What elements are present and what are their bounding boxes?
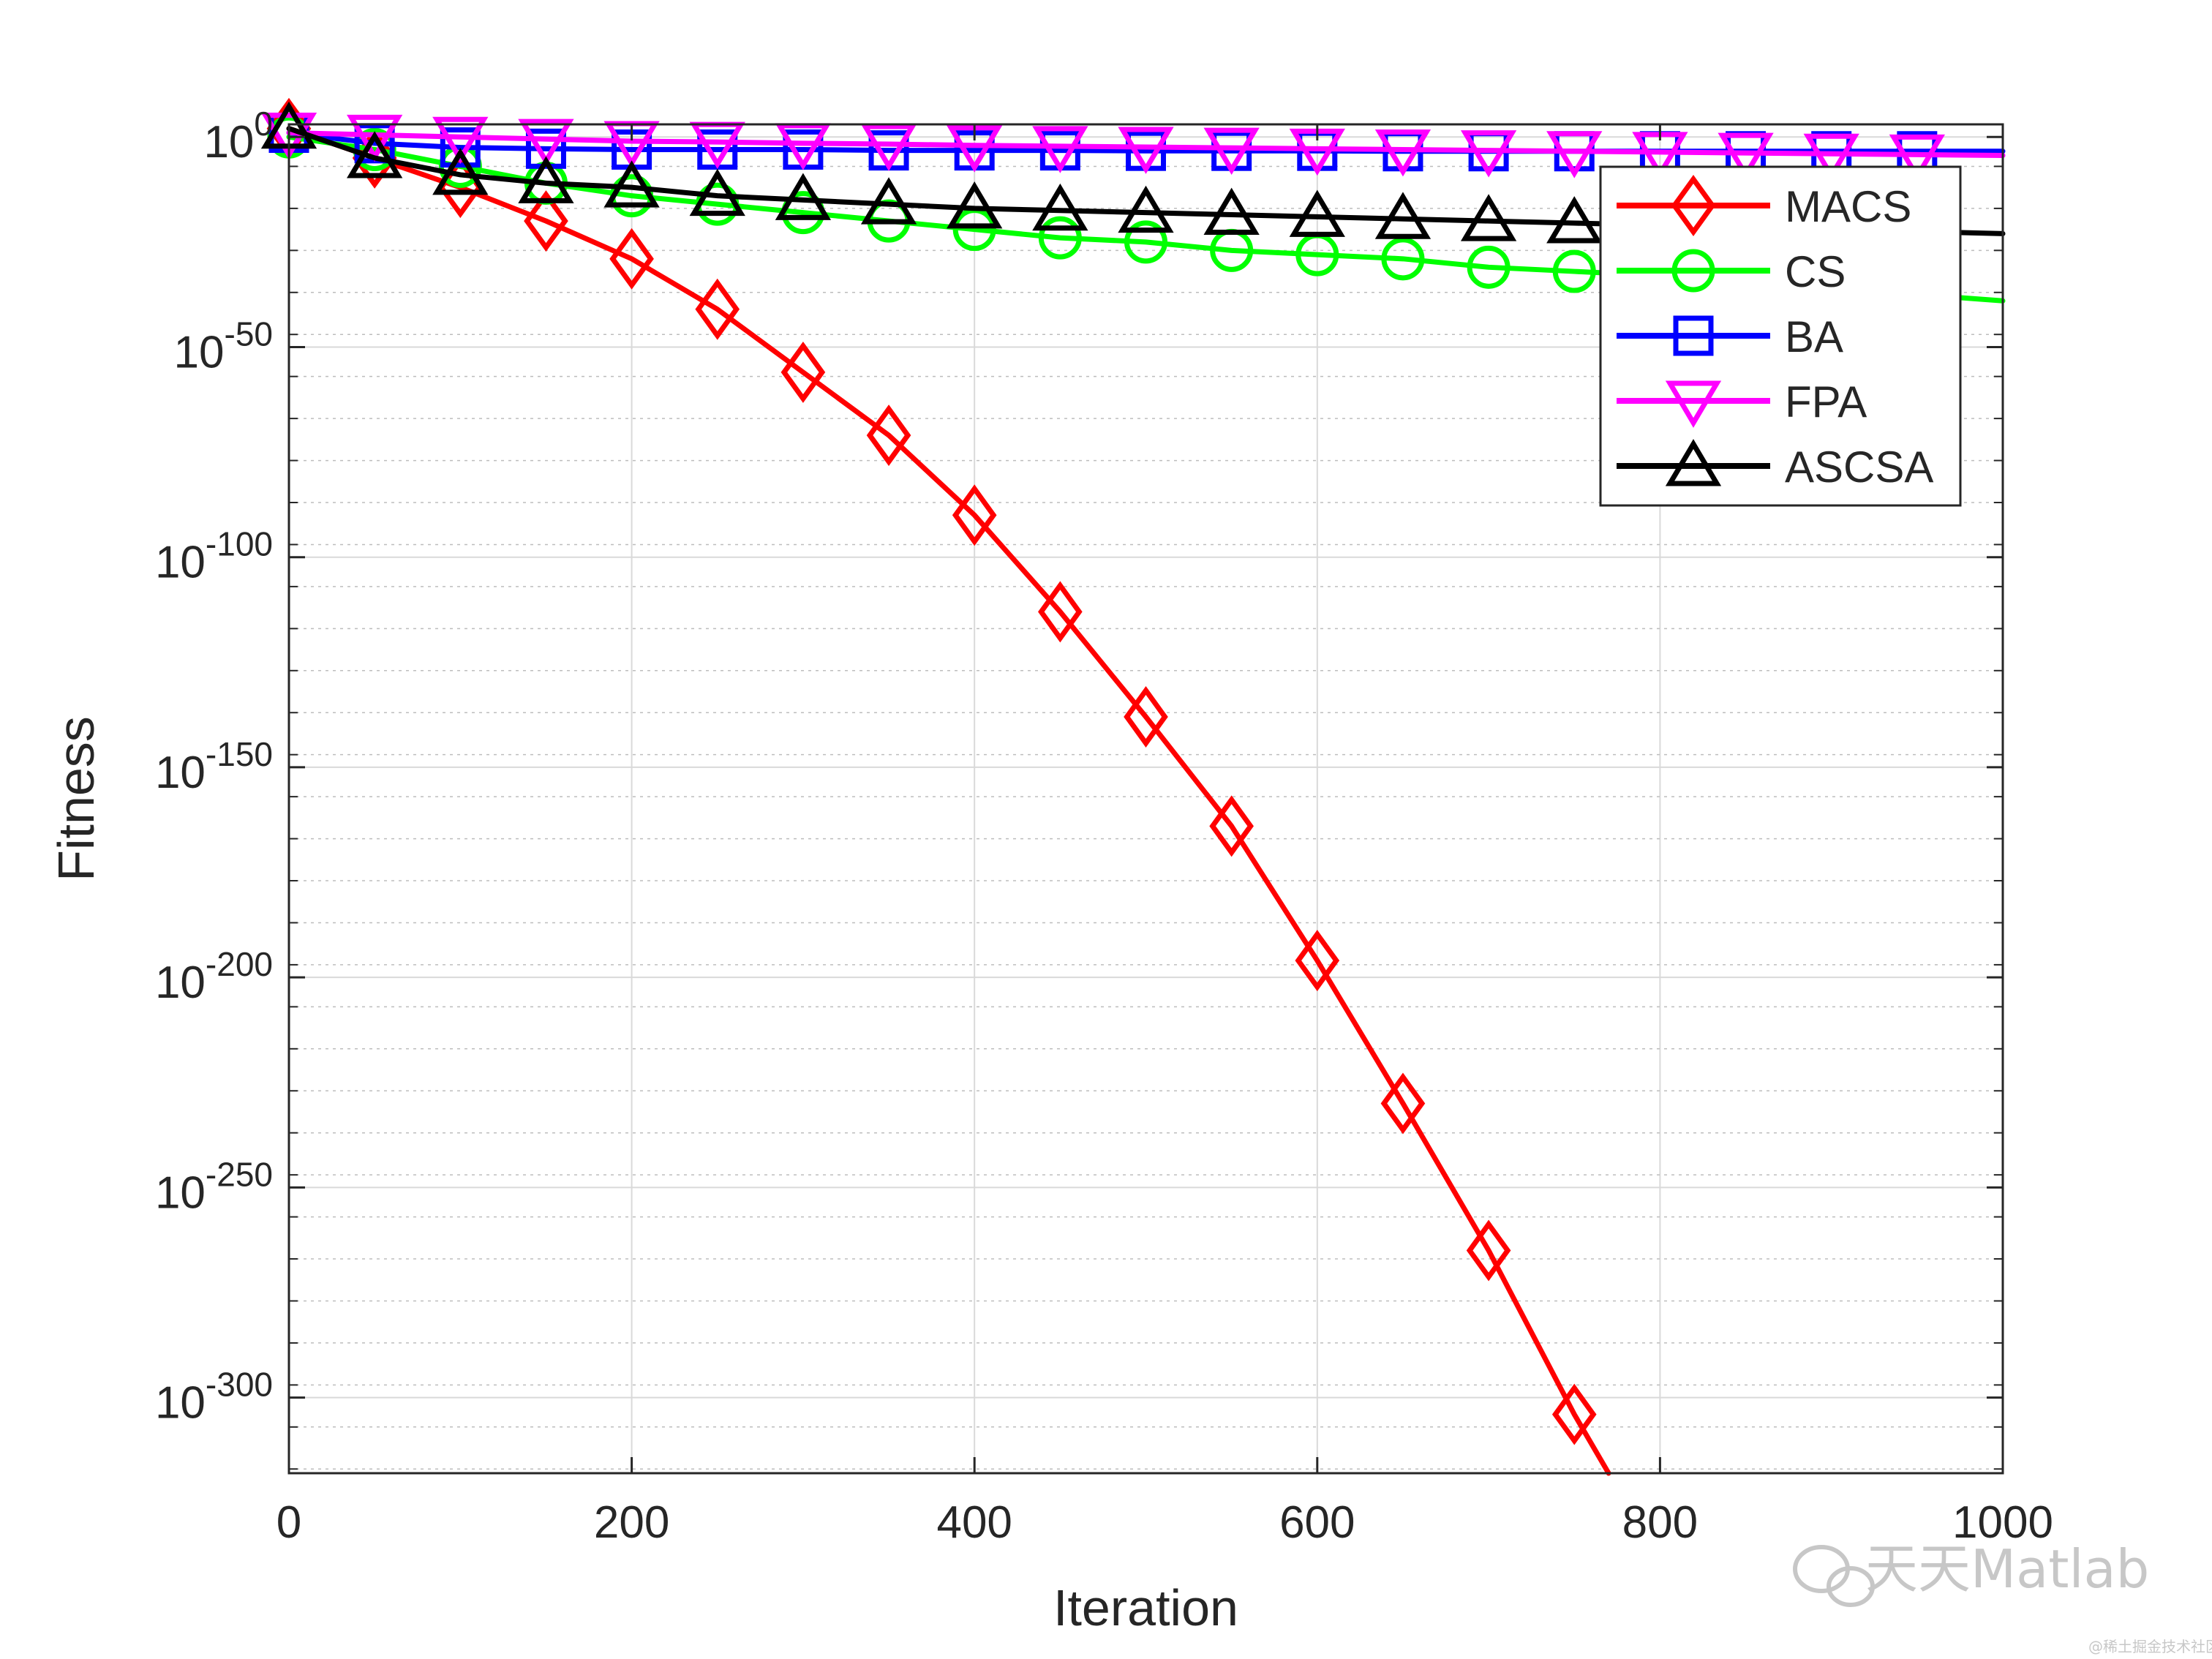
legend-label: CS [1785,247,1846,296]
data-point-macs [1209,795,1254,857]
ticks: 0 200 400 600 800 1000 100 10-50 10-100 10-150 10-… [155,105,2053,1548]
data-point-cs [1124,220,1167,264]
x-tick-label: 600 [1279,1497,1355,1548]
data-point-ascsa [947,181,1003,229]
wechat-icon [1793,1545,1875,1607]
data-point-fpa [432,116,489,165]
data-point-macs [780,341,826,403]
watermark-subtext: @稀土掘金技术社区 [2088,1638,2212,1655]
y-tick-label: 10-200 [155,945,273,1008]
data-point-macs [866,405,911,467]
x-tick-label: 0 [276,1497,301,1548]
x-tick-label: 200 [594,1497,669,1548]
data-point-fpa [775,123,832,170]
data-point-macs [1124,686,1168,748]
y-tick-label: 100 [203,105,273,168]
x-tick-label: 400 [936,1497,1012,1548]
data-point-ascsa [1203,187,1260,236]
series-line-macs [286,126,1611,1476]
data-point-fpa [1118,127,1174,174]
data-point-fpa [1803,133,1859,181]
legend-marker [1665,380,1722,428]
legend-label: MACS [1785,182,1911,231]
data-point-fpa [1374,129,1432,177]
legend-item-cs: CS [1617,247,1846,296]
y-tick-label: 10-250 [155,1155,273,1218]
x-tick-label: 800 [1622,1497,1698,1548]
data-point-macs [524,190,568,252]
data-point-ascsa [1289,189,1345,237]
legend-label: FPA [1785,377,1867,426]
data-point-fpa [1718,132,1774,180]
series-fpa [260,112,2006,182]
legend-marker [1671,175,1716,236]
data-point-macs [609,227,654,290]
legend-marker [1671,249,1715,293]
data-point-ascsa [603,160,660,208]
x-axis-label: Iteration [1053,1579,1238,1636]
y-tick-label: 10-50 [174,315,273,377]
data-point-macs [1466,1219,1511,1282]
data-point-ascsa [1546,196,1603,244]
x-tick-label: 1000 [1952,1497,2053,1548]
data-point-fpa [1460,130,1517,178]
data-point-ascsa [775,173,832,220]
axes-box [287,123,2004,1475]
data-point-ascsa [432,148,489,195]
data-point-macs [1038,581,1083,643]
watermark-text: 天天Matlab [1865,1538,2149,1600]
data-point-cs [1552,249,1596,293]
data-point-ascsa [1460,194,1517,241]
data-point-ascsa [1032,183,1088,231]
data-point-fpa [1203,127,1260,176]
data-point-macs [952,484,997,546]
data-point-ascsa [518,156,574,203]
data-point-macs [695,278,740,340]
data-point-fpa [860,124,917,171]
legend-item-ascsa: ASCSA [1617,439,1933,492]
data-point-fpa [1032,126,1088,173]
series-macs [266,97,1611,1476]
legend: MACS CS BA FPA ASCSA [1599,165,1962,507]
watermark: 天天Matlab @稀土掘金技术社区 [1793,1538,2212,1655]
data-point-cs [1467,245,1511,289]
data-point-ba [440,127,481,168]
y-tick-label: 10-100 [155,525,273,588]
data-point-ascsa [1118,185,1174,233]
legend-item-fpa: FPA [1617,377,1867,428]
y-axis-label: Fitness [48,716,105,881]
data-point-fpa [518,118,574,166]
data-point-ascsa [689,168,745,217]
data-point-ascsa [1374,192,1432,239]
data-point-ascsa [347,131,403,178]
y-tick-label: 10-150 [155,735,273,798]
data-point-macs [1380,1072,1426,1135]
legend-marker [1673,315,1714,356]
data-point-ascsa [860,177,917,225]
data-point-ba [525,128,566,169]
data-point-cs [1381,237,1425,281]
legend-label: BA [1785,312,1843,361]
data-point-macs [1295,930,1340,992]
series-line-fpa [286,129,2006,159]
data-point-macs [1551,1383,1597,1445]
data-point-cs [1038,216,1082,260]
data-point-fpa [1889,134,1945,182]
data-point-fpa [347,114,403,162]
legend-item-ba: BA [1617,312,1843,361]
legend-marker [1665,439,1722,486]
legend-item-macs: MACS [1617,175,1911,236]
legend-label: ASCSA [1785,443,1933,492]
y-tick-label: 10-300 [155,1366,273,1429]
data-point-fpa [1546,131,1603,178]
